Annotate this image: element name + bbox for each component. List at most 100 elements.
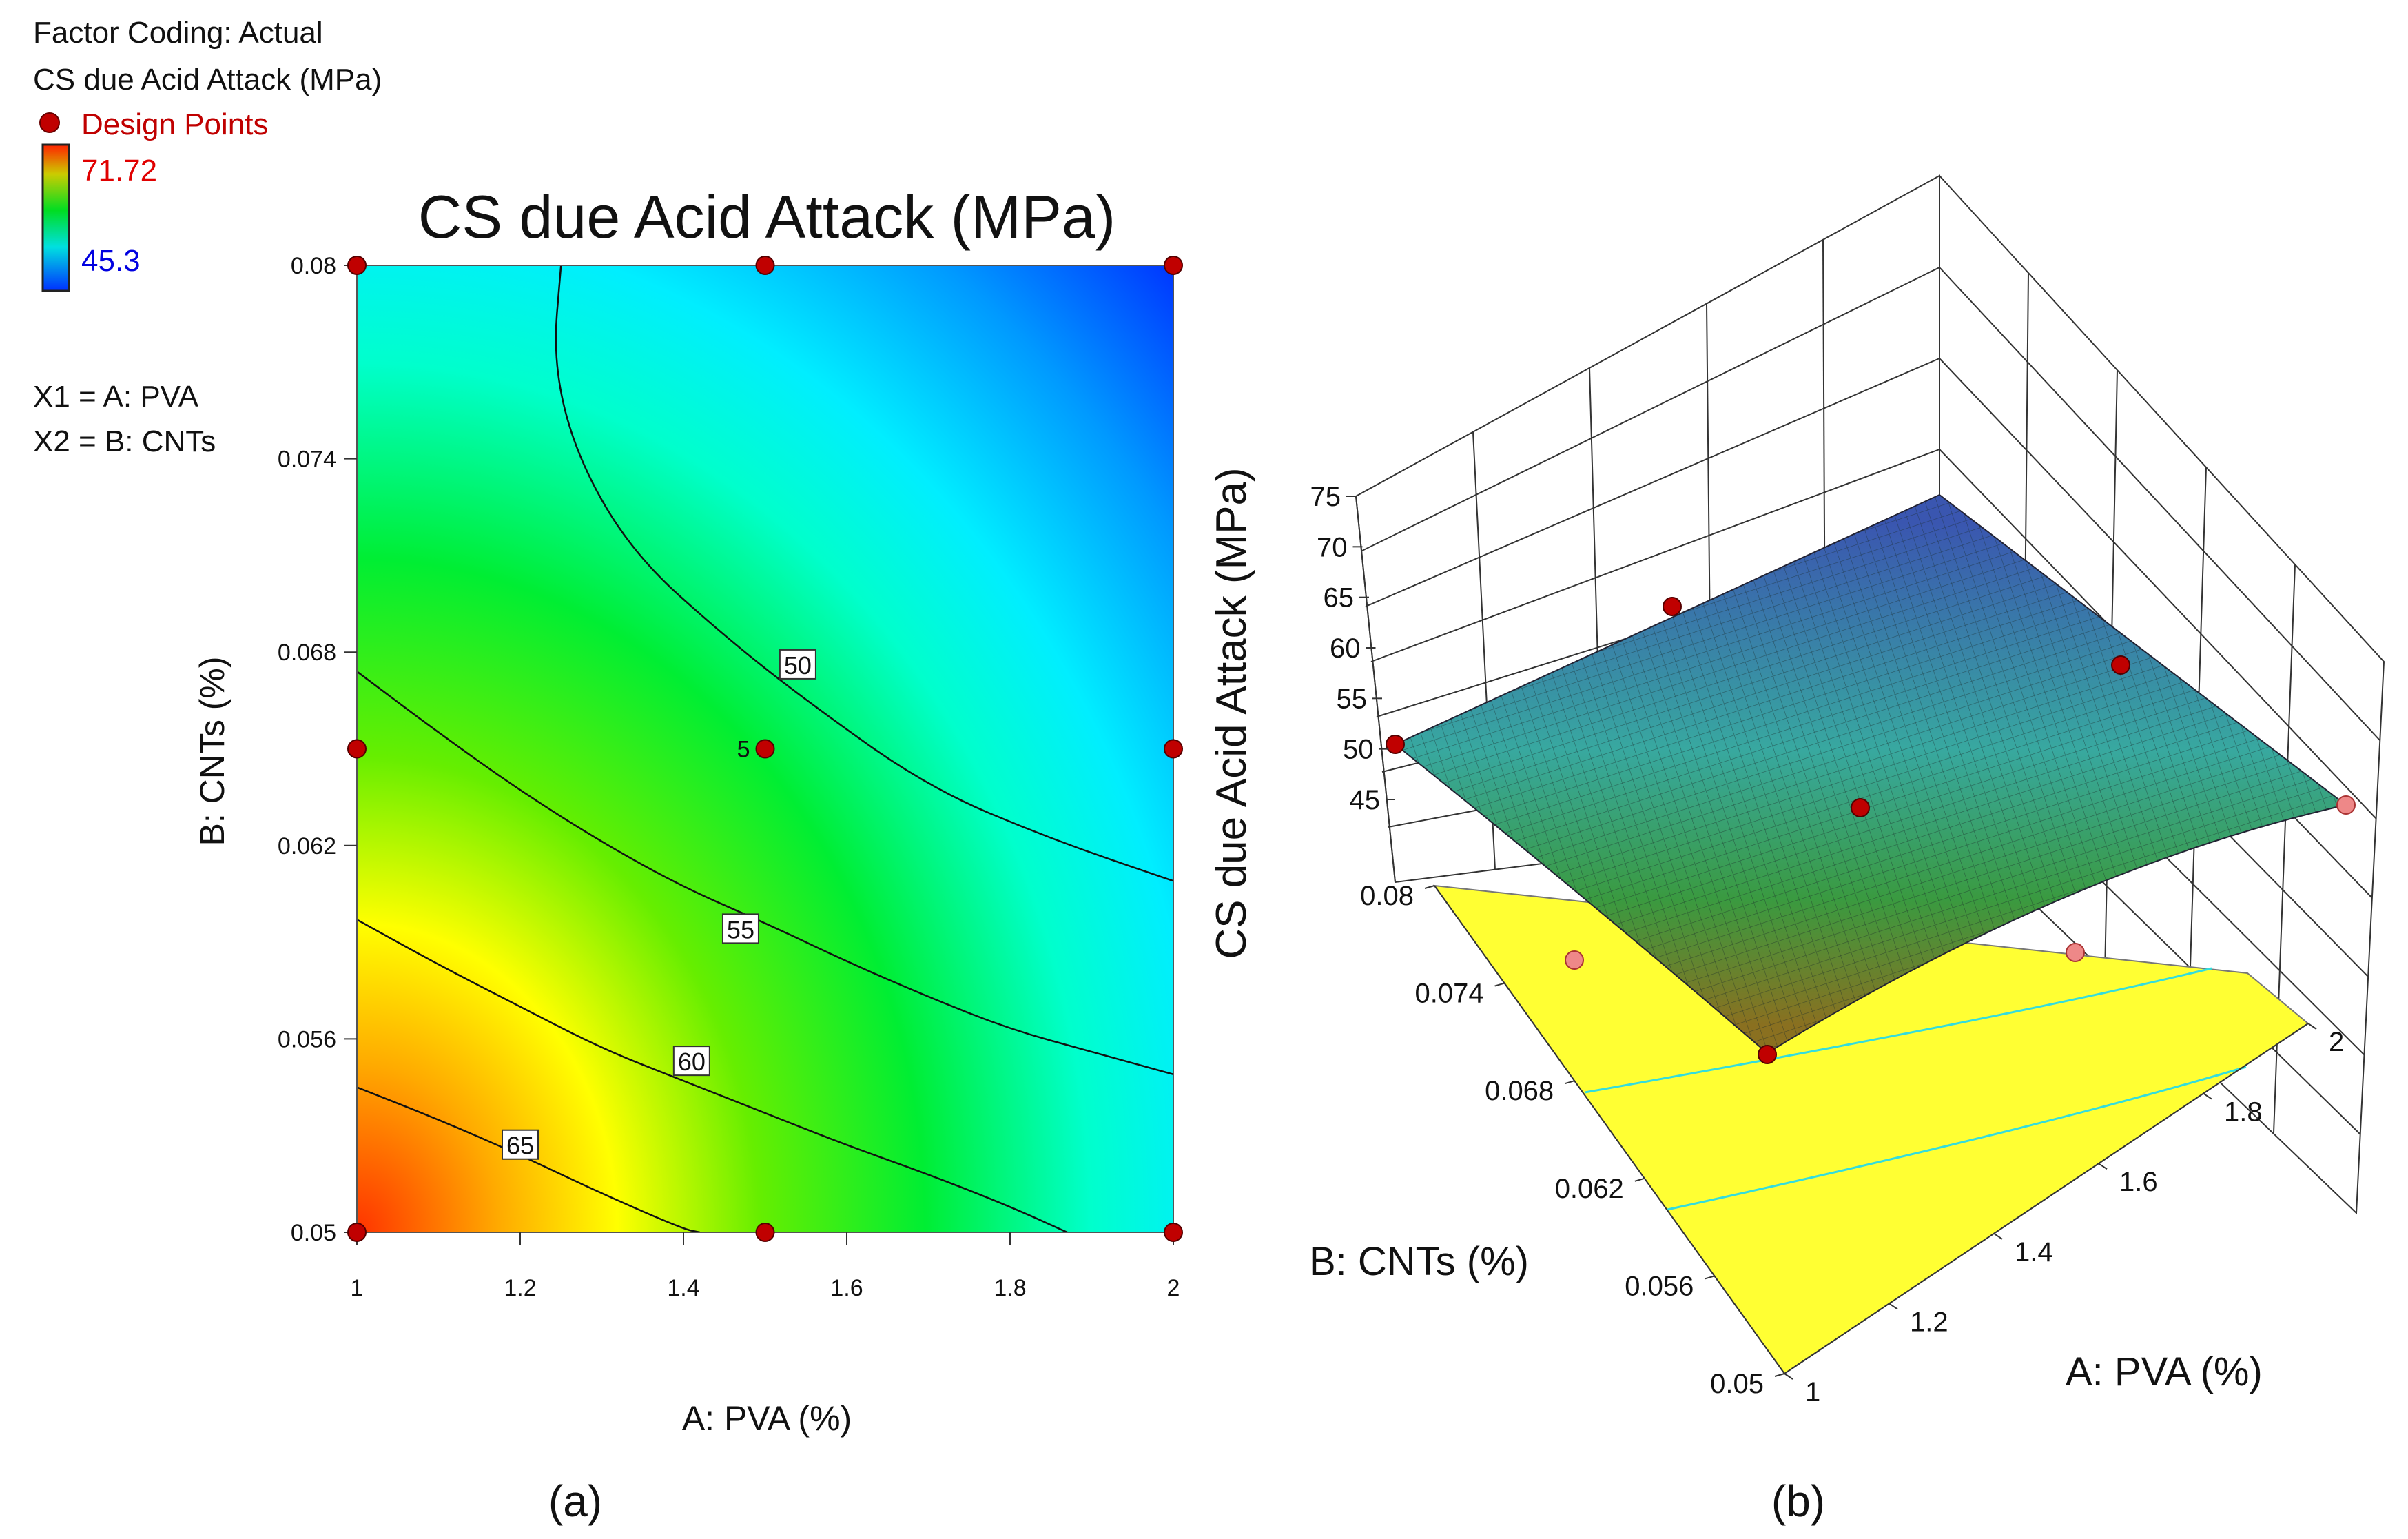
header-block: Factor Coding: Actual CS due Acid Attack… [33,16,382,458]
pva-tick-mark [2098,1163,2108,1170]
contour-plot: CS due Acid Attack (MPa) 50 55 60 65 1 1.2 1.… [193,183,1183,1438]
x-tick-label: 1.6 [830,1275,863,1301]
caption-a: (a) [548,1476,602,1526]
design-point-legend-icon [39,112,60,133]
contour-label-text: 65 [506,1132,534,1160]
z-tick-label: 55 [1337,684,1368,714]
cnt-tick-mark [1564,1080,1575,1085]
pva-tick-mark [2307,1023,2317,1030]
z-tick-label: 60 [1330,633,1361,664]
surface-y-axis-label: B: CNTs (%) [1309,1239,1529,1284]
x-tick-label: 1 [351,1275,364,1301]
design-point [1164,739,1183,759]
surface-design-point [1758,1045,1777,1064]
design-point [1164,1223,1183,1242]
cnt-tick-mark [1634,1177,1645,1182]
z-tick-label: 70 [1317,532,1348,562]
caption-b: (b) [1771,1476,1825,1526]
contour-label-text: 60 [678,1048,706,1076]
pva-tick-label: 1 [1805,1377,1820,1407]
color-legend-bar [41,143,70,292]
pva-tick-label: 1.2 [1910,1307,1948,1337]
contour-label-60: 60 [672,1046,710,1077]
design-point [347,739,367,759]
contour-design-points: 5 [347,256,1183,1242]
pva-tick-label: 1.8 [2224,1097,2263,1128]
contour-line-50 [555,265,1173,882]
cnt-tick-label: 0.068 [1485,1076,1554,1106]
x2-definition: X2 = B: CNTs [33,425,216,458]
contour-labels: 50 55 60 65 [502,649,816,1160]
design-point [755,1223,775,1242]
y-tick-label: 0.056 [278,1026,336,1052]
contour-lines [357,265,1173,1232]
cnt-tick-label: 0.062 [1555,1174,1624,1204]
response-surface-mesh [1395,495,2346,1053]
x-tick-label: 2 [1167,1275,1180,1301]
legend-max-value: 71.72 [81,154,157,187]
surface-y-axis [1434,885,1785,1374]
surface-design-points [1386,597,2356,1064]
floor-contour-line [1584,967,2212,1094]
pva-tick-label: 2 [2329,1027,2344,1057]
contour-label-50: 50 [779,649,816,680]
floor-contour-line [1667,1066,2247,1211]
contour-x-axis-label: A: PVA (%) [682,1399,852,1438]
design-point [755,739,775,759]
z-tick-label: 65 [1324,583,1355,613]
y-tick-label: 0.068 [278,640,336,666]
cnt-tick-label: 0.074 [1414,979,1483,1009]
design-points-legend-text: Design Points [81,108,268,141]
contour-label-65: 65 [502,1129,539,1160]
surface-x-axis [1784,1023,2309,1374]
contour-label-text: 55 [727,915,754,944]
surface-x-ticks: 1 1.2 1.4 1.6 1.8 2 [1784,1023,2344,1407]
y-tick-label: 0.074 [278,447,336,473]
surface-design-point [1386,735,1405,754]
surface-design-point [1851,798,1870,817]
pva-tick-mark [1784,1373,1793,1380]
y-tick-label: 0.08 [291,253,336,279]
pva-tick-label: 1.4 [2015,1237,2053,1267]
y-tick-label: 0.062 [278,833,336,859]
pva-tick-mark [1889,1303,1898,1310]
surface-design-point [2111,655,2130,675]
contour-axes: 1 1.2 1.4 1.6 1.8 2 0.05 0.056 0.062 0.068 0.074 0.… [278,253,1180,1301]
cnt-tick-mark [1705,1275,1715,1280]
x-tick-label: 1.2 [504,1275,536,1301]
pva-tick-label: 1.6 [2119,1167,2158,1197]
cnt-tick-label: 0.08 [1360,881,1414,911]
contour-title: CS due Acid Attack (MPa) [418,183,1115,251]
x1-definition: X1 = A: PVA [33,380,199,414]
cnt-tick-mark [1424,885,1435,889]
surface-design-point [1663,597,1682,616]
center-point-label: 5 [737,737,750,763]
surface-design-point [2066,943,2085,962]
cnt-tick-mark [1494,982,1505,987]
contour-y-axis-label: B: CNTs (%) [193,657,231,846]
z-tick-label: 75 [1310,482,1341,512]
surface-design-point [1565,950,1584,970]
cnt-tick-label: 0.05 [1710,1369,1764,1399]
factor-coding-text: Factor Coding: Actual [33,16,323,50]
design-point [347,256,367,275]
x-tick-label: 1.4 [667,1275,699,1301]
design-point [347,1223,367,1242]
contour-line-55 [357,671,1173,1076]
pva-tick-mark [2203,1092,2212,1100]
cnt-tick-label: 0.056 [1625,1271,1694,1301]
z-tick-label: 50 [1343,735,1374,765]
contour-line-60 [357,919,1068,1232]
surface-z-ticks: 45 50 55 60 65 70 75 [1310,482,1395,815]
legend-min-value: 45.3 [81,244,141,278]
y-tick-label: 0.05 [291,1220,336,1246]
contour-label-text: 50 [784,651,812,680]
x-tick-label: 1.8 [994,1275,1026,1301]
surface-x-axis-label: A: PVA (%) [2066,1349,2263,1394]
surface-y-ticks: 0.08 0.074 0.068 0.062 0.056 0.05 [1360,881,1785,1399]
cnt-tick-mark [1774,1373,1785,1377]
contour-label-55: 55 [721,913,759,944]
pva-tick-mark [1993,1232,2003,1240]
surface-design-point [2336,795,2356,815]
